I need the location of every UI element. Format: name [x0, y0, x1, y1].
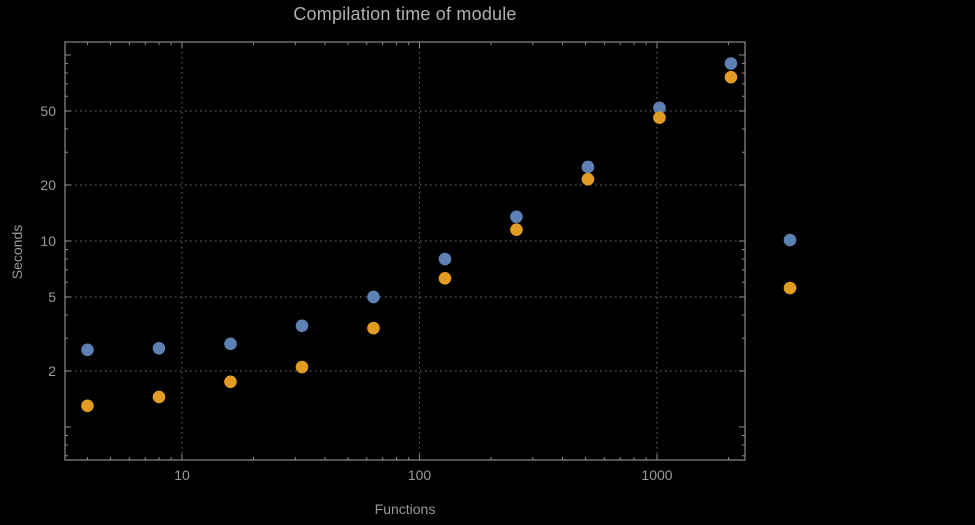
data-point-series-1 [152, 341, 166, 355]
y-tick-label: 5 [48, 289, 56, 305]
chart-title: Compilation time of module [293, 4, 517, 24]
y-tick-label: 10 [40, 233, 56, 249]
data-point-series-2 [295, 360, 309, 374]
data-point-series-2 [653, 111, 666, 125]
data-point-series-1 [581, 160, 595, 174]
data-point-series-1 [724, 57, 738, 70]
x-tick-label: 1000 [641, 467, 672, 483]
data-point-series-1 [653, 101, 666, 115]
data-point-series-2 [224, 375, 237, 389]
data-point-series-2 [152, 390, 166, 404]
data-point-series-2 [510, 223, 523, 237]
y-axis-label: Seconds [9, 224, 25, 280]
data-point-series-1 [510, 210, 523, 224]
data-point-series-2 [438, 272, 452, 285]
y-tick-label: 20 [40, 177, 56, 193]
data-point-series-1 [438, 252, 452, 266]
data-point-series-2 [581, 172, 595, 186]
y-tick-label: 2 [48, 363, 56, 379]
legend-marker-series-1 [783, 233, 797, 247]
data-point-series-1 [367, 290, 380, 304]
x-tick-label: 10 [174, 467, 190, 483]
data-point-series-2 [724, 70, 738, 84]
data-point-series-1 [81, 343, 94, 357]
y-tick-label: 50 [40, 103, 56, 119]
legend-marker-series-2 [783, 281, 797, 295]
data-point-series-2 [81, 399, 94, 413]
data-point-series-1 [224, 337, 237, 351]
data-point-series-1 [295, 319, 309, 333]
plot-frame [64, 41, 746, 461]
data-point-series-2 [367, 321, 380, 335]
x-axis-label: Functions [374, 501, 436, 517]
x-tick-label: 100 [408, 467, 432, 483]
